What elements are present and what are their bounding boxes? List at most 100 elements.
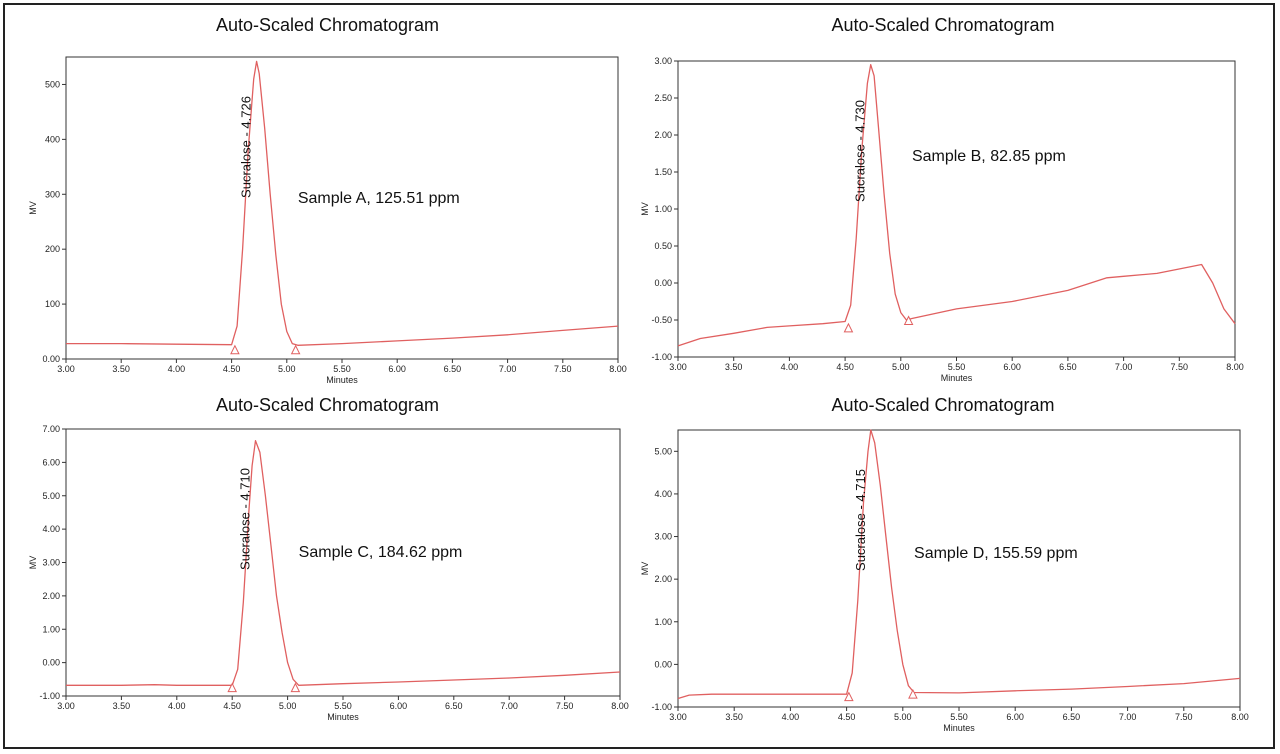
chart-title: Auto-Scaled Chromatogram — [215, 15, 440, 35]
x-tick-label: 3.00 — [57, 364, 75, 374]
x-tick-label: 4.00 — [168, 701, 186, 711]
x-tick-label: 5.50 — [948, 362, 966, 372]
peak-boundary-marker — [844, 691, 854, 702]
peak-boundary-marker — [227, 682, 238, 693]
chromatogram-trace — [66, 60, 619, 346]
sample-label: Sample B, 82.85 ppm — [912, 148, 1066, 165]
chart-title: Auto-Scaled Chromatogram — [831, 15, 1055, 35]
peak-boundary-marker — [230, 344, 240, 355]
y-tick-label: 1.50 — [654, 167, 672, 177]
y-tick-label: 7.00 — [42, 424, 60, 434]
y-tick-label: 500 — [45, 79, 60, 89]
x-tick-label: 6.50 — [1063, 712, 1081, 722]
x-tick-label: 8.00 — [611, 701, 629, 711]
y-tick-label: 2.00 — [654, 130, 672, 140]
peak-label: Sucralose - 4.730 — [853, 100, 868, 202]
x-tick-label: 6.00 — [1006, 712, 1024, 722]
x-tick-label: 8.00 — [1231, 712, 1249, 722]
y-tick-label: 3.00 — [42, 558, 60, 568]
x-tick-label: 6.00 — [1003, 362, 1021, 372]
x-tick-label: 6.50 — [1059, 362, 1077, 372]
x-tick-label: 6.00 — [388, 364, 406, 374]
chart-title: Auto-Scaled Chromatogram — [215, 395, 440, 415]
peak-boundary-marker — [290, 682, 301, 693]
chromatogram-plot: 3.00 3.50 4.00 4.50 5.00 5.50 6.00 6.50 7.00 7.50… — [28, 56, 627, 385]
x-tick-label: 5.50 — [334, 701, 352, 711]
y-axis-label: MV — [640, 562, 650, 576]
y-tick-label: 5.00 — [42, 491, 60, 501]
x-tick-label: 8.00 — [609, 364, 627, 374]
x-tick-label: 7.50 — [1171, 362, 1189, 372]
x-tick-label: 7.00 — [499, 364, 517, 374]
chromatogram-panel-d: Auto-Scaled Chromatogram 3.00 3.50 4.00 4.5… — [633, 395, 1253, 740]
peak-boundary-marker — [908, 688, 918, 699]
y-axis-label: MV — [28, 201, 38, 215]
y-axis-label: MV — [28, 556, 38, 570]
y-tick-label: 2.00 — [42, 591, 60, 601]
x-tick-label: 4.00 — [168, 364, 186, 374]
y-tick-label: 0.00 — [42, 658, 60, 668]
plot-area — [65, 56, 619, 360]
y-tick-label: 2.00 — [654, 574, 672, 584]
y-axis-label: MV — [640, 202, 650, 216]
x-tick-label: 5.00 — [892, 362, 910, 372]
x-axis-label: Minutes — [326, 375, 358, 385]
x-tick-label: 4.00 — [781, 362, 799, 372]
x-tick-label: 4.00 — [782, 712, 800, 722]
sample-label: Sample A, 125.51 ppm — [298, 190, 460, 207]
x-tick-label: 7.00 — [500, 701, 518, 711]
x-tick-label: 3.00 — [669, 362, 687, 372]
chromatogram-trace — [66, 440, 621, 686]
x-tick-label: 3.00 — [57, 701, 75, 711]
x-tick-label: 8.00 — [1226, 362, 1244, 372]
sample-label: Sample D, 155.59 ppm — [914, 545, 1078, 562]
x-axis-label: Minutes — [943, 723, 975, 733]
y-tick-label: 0.00 — [654, 659, 672, 669]
y-tick-label: 0.00 — [42, 354, 60, 364]
figure-frame — [3, 3, 1275, 749]
x-tick-label: 5.00 — [279, 701, 297, 711]
x-axis-label: Minutes — [941, 373, 973, 383]
y-tick-label: 0.50 — [654, 241, 672, 251]
chart-title: Auto-Scaled Chromatogram — [831, 395, 1055, 415]
y-tick-label: 400 — [45, 134, 60, 144]
x-tick-label: 7.50 — [1175, 712, 1193, 722]
x-tick-label: 3.50 — [113, 701, 131, 711]
y-tick-label: 5.00 — [654, 446, 672, 456]
x-tick-label: 3.50 — [725, 712, 743, 722]
x-tick-label: 5.00 — [894, 712, 912, 722]
x-tick-label: 4.50 — [836, 362, 854, 372]
peak-boundary-marker — [903, 315, 914, 325]
y-tick-label: 100 — [45, 299, 60, 309]
peak-label: Sucralose - 4.715 — [853, 469, 868, 571]
x-tick-label: 3.50 — [725, 362, 743, 372]
x-tick-label: 4.50 — [223, 701, 241, 711]
peak-boundary-marker — [843, 322, 854, 333]
x-tick-label: 7.00 — [1119, 712, 1137, 722]
y-tick-label: -0.50 — [651, 315, 672, 325]
chromatogram-plot: 3.00 3.50 4.00 4.50 5.00 5.50 6.00 6.50 7.00 7.50… — [28, 424, 629, 722]
x-tick-label: 3.50 — [112, 364, 130, 374]
y-tick-label: 200 — [45, 244, 60, 254]
y-tick-label: 300 — [45, 189, 60, 199]
chromatogram-trace — [677, 64, 1236, 347]
y-tick-label: -1.00 — [651, 702, 672, 712]
y-tick-label: 6.00 — [42, 457, 60, 467]
chromatogram-trace — [677, 429, 1241, 700]
x-tick-label: 3.00 — [669, 712, 687, 722]
x-tick-label: 7.50 — [554, 364, 572, 374]
x-tick-label: 7.50 — [556, 701, 574, 711]
x-tick-label: 6.50 — [445, 701, 463, 711]
x-tick-label: 5.50 — [950, 712, 968, 722]
y-tick-label: 2.50 — [654, 93, 672, 103]
peak-label: Sucralose - 4.726 — [239, 96, 254, 198]
chromatogram-panel-c: Auto-Scaled Chromatogram 3.00 3.50 4.00 4.5… — [20, 395, 635, 740]
y-tick-label: 1.00 — [42, 624, 60, 634]
x-tick-label: 7.00 — [1115, 362, 1133, 372]
chromatogram-plot: 3.00 3.50 4.00 4.50 5.00 5.50 6.00 6.50 7.00 7.50… — [640, 56, 1244, 383]
y-tick-label: 3.00 — [654, 56, 672, 66]
y-tick-label: 4.00 — [42, 524, 60, 534]
y-tick-label: 3.00 — [654, 532, 672, 542]
y-tick-label: -1.00 — [39, 691, 60, 701]
plot-area — [65, 428, 621, 697]
